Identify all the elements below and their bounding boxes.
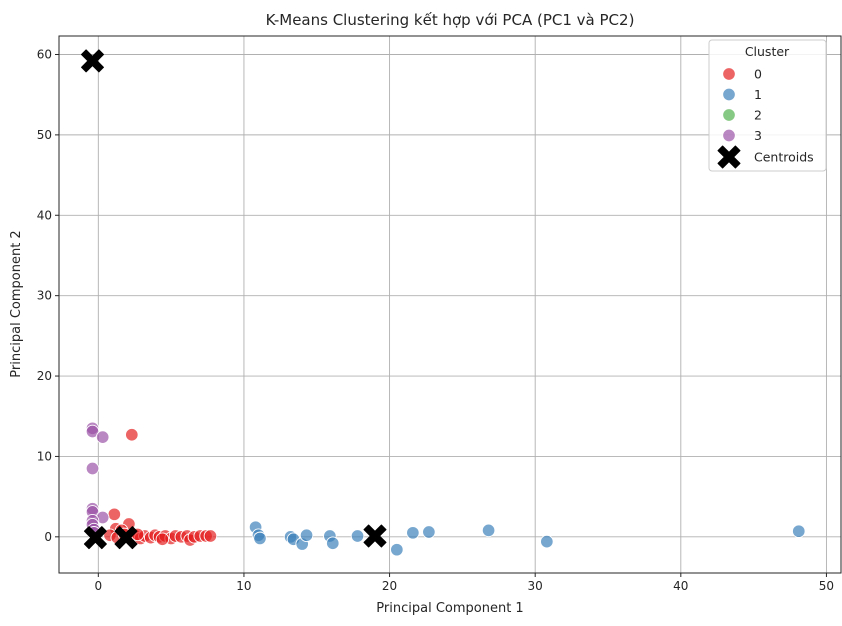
legend-title: Cluster — [745, 44, 790, 59]
cluster-1-point — [350, 529, 365, 543]
cluster-0-point — [155, 532, 170, 546]
chart-title: K-Means Clustering kết hợp với PCA (PC1 … — [266, 11, 635, 29]
cluster-3-point — [85, 461, 100, 476]
legend-marker-centroids — [717, 145, 741, 169]
legend-marker-cluster-2 — [722, 108, 736, 122]
y-tick-label: 0 — [44, 530, 52, 544]
cluster-3-point — [85, 424, 100, 439]
legend-label-cluster-1: 1 — [754, 87, 762, 102]
cluster-0-point — [125, 427, 139, 442]
cluster-1-point — [390, 542, 404, 557]
legend-label-cluster-0: 0 — [754, 67, 762, 82]
legend-label-cluster-3: 3 — [754, 128, 762, 143]
cluster-1-point — [540, 534, 554, 549]
centroid-marker — [114, 526, 138, 550]
y-axis-label: Principal Component 2 — [9, 230, 24, 377]
legend-box — [708, 39, 827, 172]
x-tick-label: 10 — [236, 579, 251, 593]
legend-marker-cluster-0 — [722, 67, 736, 81]
legend-marker-cluster-1 — [722, 87, 736, 102]
y-tick-label: 40 — [37, 208, 52, 222]
y-tick-label: 10 — [37, 449, 52, 463]
legend: Cluster 0 1 2 3 Centroids — [708, 39, 827, 172]
legend-entries: 0 1 2 3 Centroids — [717, 67, 814, 169]
legend-marker-cluster-3 — [722, 128, 736, 143]
cluster-3-point — [95, 430, 110, 444]
x-tick-label: 40 — [673, 579, 688, 593]
cluster-0-point — [203, 529, 218, 543]
centroid-marker — [83, 526, 107, 550]
x-tick-label: 30 — [528, 579, 543, 593]
y-tick-label: 20 — [37, 369, 52, 383]
data-points — [81, 49, 806, 557]
legend-label-cluster-2: 2 — [754, 108, 762, 123]
cluster-1-point — [422, 525, 436, 539]
legend-label-centroids: Centroids — [754, 150, 814, 165]
plot-frame — [58, 35, 842, 574]
y-tick-label: 60 — [37, 47, 52, 61]
x-axis-label: Principal Component 1 — [376, 601, 523, 616]
x-tick-label: 50 — [819, 579, 834, 593]
cluster-1-point — [481, 523, 496, 538]
cluster-1-point — [792, 524, 806, 538]
cluster-1-point — [299, 528, 314, 542]
x-tick-label: 20 — [382, 579, 397, 593]
cluster-1-point — [326, 536, 340, 551]
cluster-1-point — [253, 531, 267, 546]
cluster-0-point — [107, 507, 122, 522]
cluster-1-point — [406, 526, 420, 540]
y-tick-label: 50 — [37, 128, 52, 142]
centroid-marker — [81, 49, 104, 73]
centroid-marker — [363, 524, 387, 548]
y-tick-label: 30 — [37, 289, 52, 303]
x-tick-label: 0 — [94, 579, 102, 593]
